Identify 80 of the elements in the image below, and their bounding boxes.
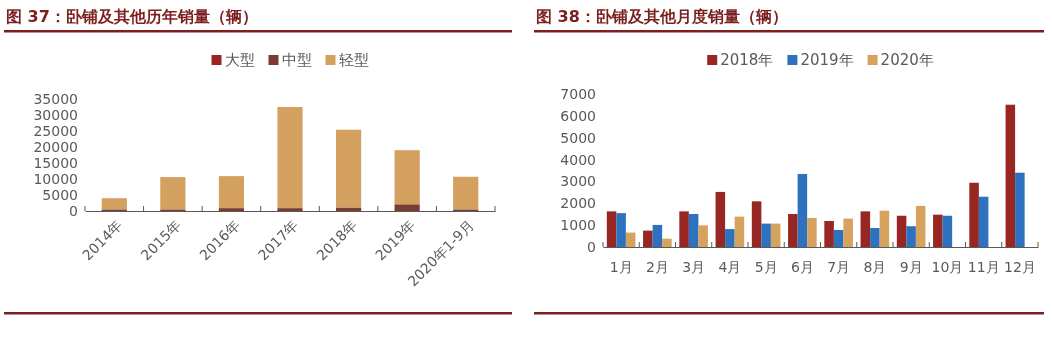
bar — [797, 174, 808, 247]
bar — [698, 225, 708, 247]
legend-label: 2020年 — [880, 51, 934, 69]
bar — [101, 198, 127, 210]
bar — [896, 215, 907, 247]
y-tick-label: 5000 — [560, 129, 596, 146]
bar — [870, 227, 880, 247]
bar — [1015, 172, 1025, 247]
bar — [1005, 104, 1016, 247]
bar — [942, 215, 953, 247]
bar — [879, 210, 890, 247]
chart-title: 图 38：卧铺及其他月度销量（辆） — [536, 7, 788, 26]
x-tick-label: 9月 — [899, 259, 923, 276]
legend-label: 轻型 — [338, 51, 369, 69]
bar — [734, 216, 745, 247]
bar — [277, 208, 303, 211]
y-tick-label: 6000 — [560, 107, 596, 124]
bar — [725, 229, 735, 247]
bar — [218, 208, 245, 211]
x-tick-label: 1月 — [609, 259, 633, 276]
y-tick-label: 0 — [69, 202, 78, 219]
bar — [394, 204, 420, 211]
bar — [394, 150, 420, 205]
x-tick-label: 6月 — [790, 259, 814, 276]
bar — [218, 176, 245, 209]
legend-label: 大型 — [224, 51, 255, 69]
bar — [277, 107, 303, 209]
bar — [906, 226, 916, 247]
y-tick-label: 25000 — [33, 122, 78, 139]
bar — [824, 220, 834, 247]
y-tick-label: 5000 — [42, 186, 78, 203]
y-tick-label: 10000 — [33, 170, 78, 187]
y-tick-label: 2000 — [560, 195, 596, 212]
bar — [860, 211, 871, 247]
y-tick-label: 15000 — [33, 154, 78, 171]
bar — [833, 229, 844, 247]
bar — [843, 218, 853, 247]
chart-title: 图 37：卧铺及其他历年销量（辆） — [6, 7, 258, 26]
bar — [788, 214, 798, 247]
x-tick-label: 11月 — [967, 259, 1000, 276]
bar — [978, 196, 989, 247]
bar — [770, 223, 781, 247]
x-tick-label: 3月 — [682, 259, 706, 276]
bar — [715, 191, 726, 247]
x-tick-label: 4月 — [718, 259, 742, 276]
bar — [751, 201, 762, 247]
legend-label: 2019年 — [800, 51, 854, 69]
y-tick-label: 1000 — [560, 217, 596, 234]
bar — [652, 224, 663, 247]
bar — [335, 129, 362, 208]
bar — [606, 211, 617, 247]
bar — [335, 207, 362, 211]
x-tick-label: 8月 — [863, 259, 887, 276]
bar — [625, 232, 636, 247]
bar — [915, 205, 926, 247]
bar — [662, 238, 672, 247]
y-tick-label: 30000 — [33, 106, 78, 123]
x-tick-label: 10月 — [931, 259, 964, 276]
x-tick-label: 2月 — [645, 259, 669, 276]
y-tick-label: 7000 — [560, 85, 596, 102]
x-tick-label: 7月 — [827, 259, 851, 276]
y-tick-label: 35000 — [33, 90, 78, 107]
bar — [933, 214, 943, 247]
legend-label: 中型 — [281, 51, 312, 69]
legend-label: 2018年 — [720, 51, 774, 69]
bar — [688, 214, 699, 247]
y-tick-label: 20000 — [33, 138, 78, 155]
bar — [160, 177, 186, 210]
y-tick-label: 0 — [587, 238, 596, 255]
x-tick-label: 5月 — [754, 259, 778, 276]
y-tick-label: 3000 — [560, 173, 596, 190]
bar — [643, 230, 653, 247]
bar — [969, 182, 979, 247]
bar — [616, 213, 626, 247]
bar — [807, 217, 817, 247]
bar — [761, 223, 771, 247]
y-tick-label: 4000 — [560, 151, 596, 168]
x-tick-label: 12月 — [1003, 259, 1036, 276]
bar — [679, 211, 689, 247]
bar — [453, 176, 479, 210]
